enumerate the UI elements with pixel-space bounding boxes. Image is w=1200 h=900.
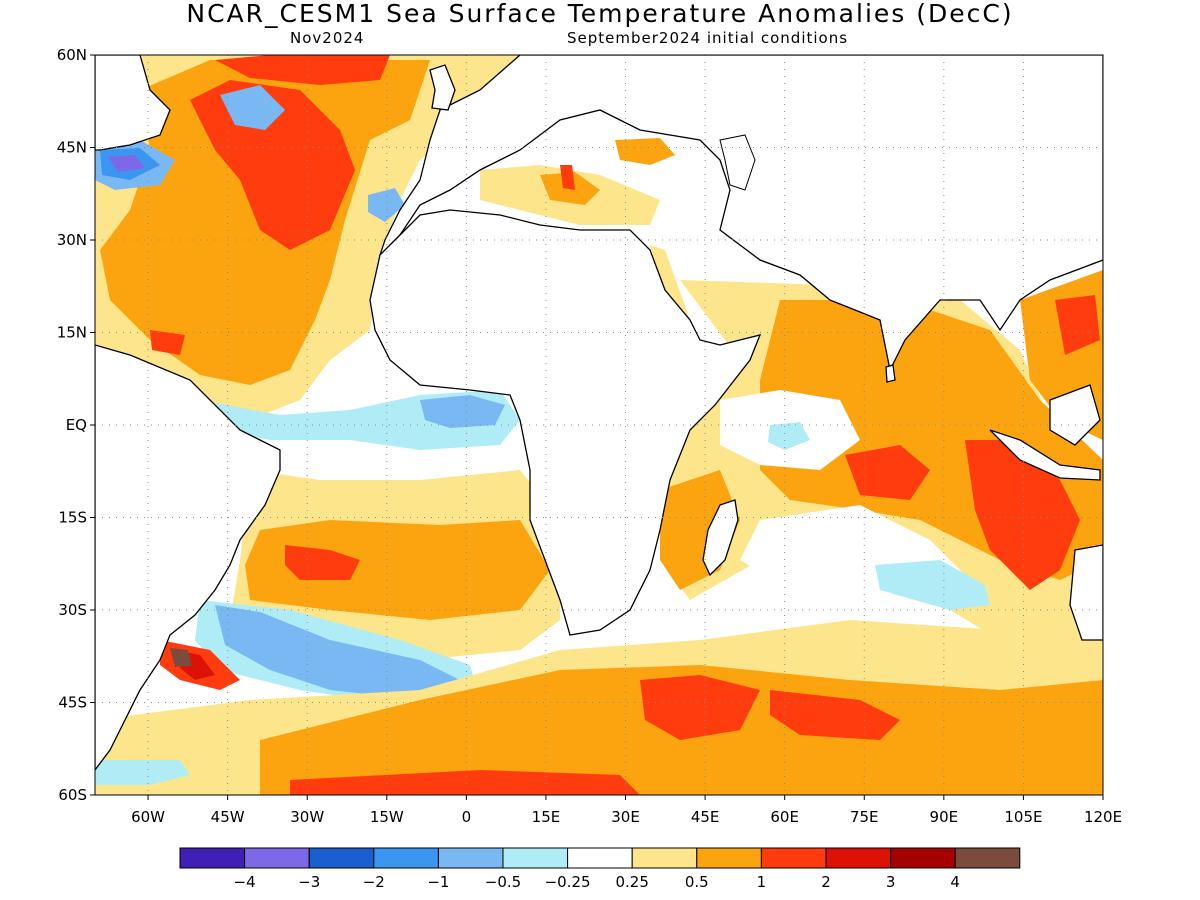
colorbar-label: −4 xyxy=(234,873,256,891)
land-south-america xyxy=(95,344,281,772)
gridlines xyxy=(95,55,1103,795)
lat-tick-label: 30N xyxy=(57,231,87,249)
colorbar-label: −1 xyxy=(427,873,449,891)
south-atlantic-red xyxy=(285,545,360,580)
land-australia xyxy=(1069,544,1103,641)
lon-tick-label: 30E xyxy=(611,808,640,826)
south-atlantic-orange xyxy=(245,520,550,620)
black-sea-orange xyxy=(615,138,675,165)
colorbar-swatch xyxy=(437,847,504,869)
colorbar-swatch xyxy=(244,847,310,869)
south-pacific-cool xyxy=(95,760,190,785)
colorbar-swatch xyxy=(760,847,827,869)
north-atlantic-red xyxy=(190,80,355,250)
lat-tick-label: 60N xyxy=(57,46,87,64)
lat-tick-label: 15N xyxy=(57,324,87,342)
lat-tick-label: 45S xyxy=(58,694,87,712)
lon-tick-label: 120E xyxy=(1084,808,1122,826)
lat-tick-label: 30S xyxy=(58,601,87,619)
south-atlantic-blue xyxy=(215,605,470,700)
land-madagascar xyxy=(702,499,739,577)
south-china-sea-red xyxy=(1055,295,1100,355)
colorbar-label: −2 xyxy=(363,873,385,891)
canary-cool xyxy=(368,188,405,222)
lon-tick-label: 60W xyxy=(131,808,165,826)
mediterranean-red xyxy=(560,165,575,190)
lon-tick-label: 90E xyxy=(930,808,959,826)
land-caspian xyxy=(719,134,756,191)
lon-tick-label: 75E xyxy=(850,808,879,826)
colorbar-label: 0.5 xyxy=(685,873,709,891)
colorbar-label: −3 xyxy=(298,873,320,891)
colorbar-swatch xyxy=(308,847,375,869)
gulf-of-guinea-blue xyxy=(420,395,505,428)
colorbar-label: 3 xyxy=(886,873,896,891)
lon-tick-label: 45W xyxy=(211,808,245,826)
lon-tick-label: 0 xyxy=(462,808,472,826)
lon-tick-label: 45E xyxy=(691,808,720,826)
indian-ocean-red-east xyxy=(965,440,1080,590)
lat-tick-label: EQ xyxy=(66,416,87,434)
south-indian-cool xyxy=(875,560,990,610)
colorbar-swatch xyxy=(502,847,569,869)
lon-tick-label: 30W xyxy=(290,808,324,826)
gulf-stream-red xyxy=(215,55,390,85)
brazil-malvinas-max xyxy=(170,648,192,667)
map-title: NCAR_CESM1 Sea Surface Temperature Anoma… xyxy=(186,0,1014,28)
land-indonesia xyxy=(989,429,1101,481)
land-north-america xyxy=(95,55,171,151)
colorbar-label: 4 xyxy=(950,873,960,891)
land-uk xyxy=(429,64,456,111)
carib-red xyxy=(150,330,185,355)
lon-tick-label: 15E xyxy=(532,808,561,826)
colorbar-label: 0.25 xyxy=(615,873,648,891)
initial-conditions: September2024 initial conditions xyxy=(567,29,849,47)
colorbar-swatch xyxy=(825,847,892,869)
colorbar-label: −0.25 xyxy=(545,873,591,891)
axis-labels: 60N 45N 30N 15N EQ 15S 30S 45S 60S 60W 45W 30W 15W 0 1… xyxy=(57,46,1122,826)
colorbar-swatch xyxy=(631,847,698,869)
colorbar-swatch xyxy=(567,847,633,869)
colorbar-swatch xyxy=(373,847,439,869)
colorbar-swatch xyxy=(890,847,956,869)
colorbar: −4 −3 −2 −1 −0.5 −0.25 0.25 0.5 1 2 3 4 xyxy=(179,847,1021,891)
newfoundland-coldest xyxy=(108,155,145,172)
colorbar-label: −0.5 xyxy=(485,873,521,891)
lon-tick-label: 15W xyxy=(370,808,404,826)
north-atlantic-blue-patch xyxy=(220,85,285,130)
forecast-month: Nov2024 xyxy=(290,29,365,47)
colorbar-swatch xyxy=(696,847,762,869)
land-borneo xyxy=(1049,384,1101,446)
indian-ocean-red-west xyxy=(845,445,930,500)
land-sri-lanka xyxy=(885,364,896,383)
lon-tick-label: 60E xyxy=(770,808,799,826)
lat-tick-label: 60S xyxy=(58,786,87,804)
colorbar-label: 1 xyxy=(757,873,767,891)
southern-ocean-red-a xyxy=(640,675,760,740)
land-africa-europe-asia xyxy=(379,55,1103,372)
southern-ocean-red-c xyxy=(290,770,640,795)
lon-tick-label: 105E xyxy=(1004,808,1042,826)
indian-ocean-cool xyxy=(768,422,810,450)
colorbar-label: 2 xyxy=(821,873,831,891)
colorbar-swatch xyxy=(179,847,246,869)
lat-tick-label: 45N xyxy=(57,139,87,157)
colorbar-swatch xyxy=(954,847,1021,869)
lat-tick-label: 15S xyxy=(58,509,87,527)
land-africa xyxy=(369,209,762,636)
